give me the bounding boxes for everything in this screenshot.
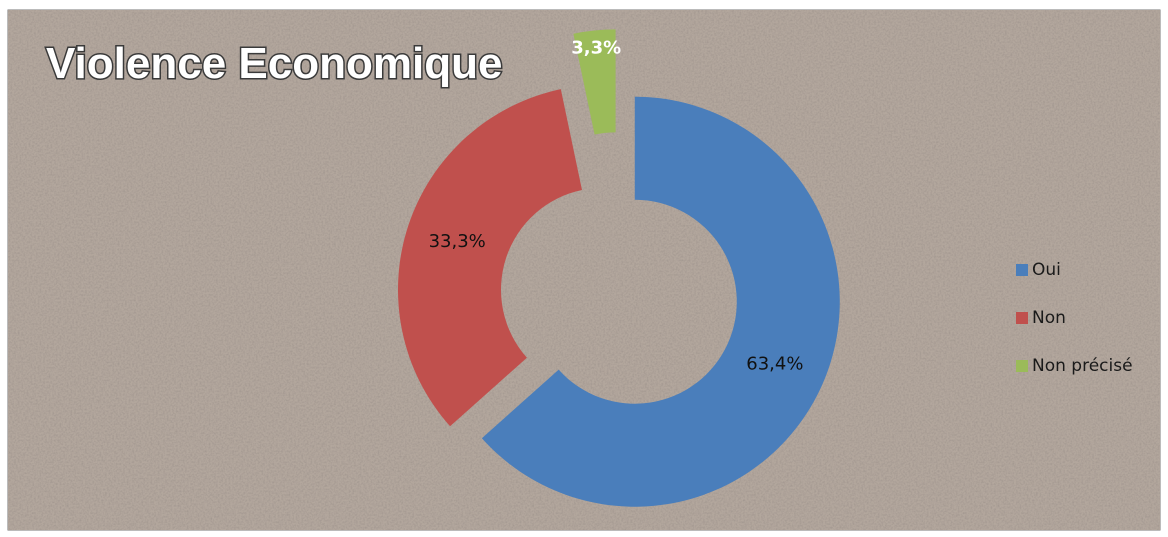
data-label: 33,3% <box>429 231 486 252</box>
chart-title: Violence Economique <box>46 39 502 88</box>
donut-slice <box>397 89 583 427</box>
legend-label: Non précisé <box>1032 356 1133 376</box>
donut-slice <box>481 96 840 507</box>
legend-label: Oui <box>1032 260 1061 280</box>
legend-swatch <box>1016 312 1028 324</box>
donut-slice <box>573 29 616 135</box>
data-label: 3,3% <box>571 37 621 58</box>
legend-label: Non <box>1032 308 1066 328</box>
legend-swatch <box>1016 360 1028 372</box>
data-label: 63,4% <box>746 353 803 374</box>
legend-swatch <box>1016 264 1028 276</box>
